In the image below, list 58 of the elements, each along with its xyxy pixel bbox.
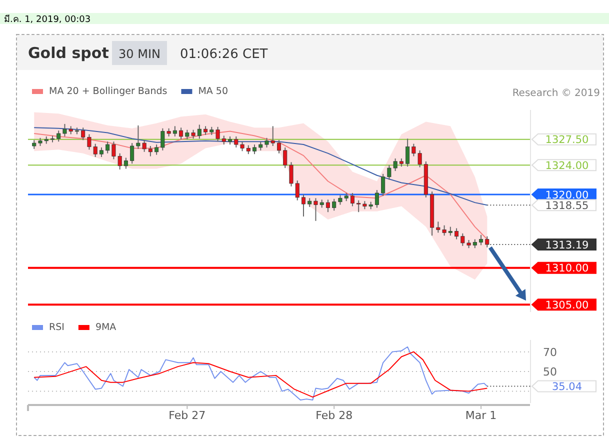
legend-item: 9MA (78, 322, 116, 333)
annotation: 1318.55 (545, 200, 589, 212)
ref-line-label: 1324.00 (545, 160, 589, 172)
y-tick-label: 70 (543, 346, 557, 359)
chart-subtitle: 30 MIN (118, 47, 160, 61)
label-box: 1305.00 (531, 298, 596, 312)
candlestick (130, 142, 134, 164)
candlestick (301, 194, 306, 218)
candlestick (197, 124, 202, 140)
candlestick (454, 228, 459, 240)
ref-line-label: 1320.00 (545, 189, 589, 202)
label-box: 1313.19 (531, 238, 596, 252)
candlestick (252, 144, 257, 155)
candlestick (283, 146, 288, 169)
candlestick (99, 146, 104, 158)
candlestick (148, 145, 152, 157)
candlestick (172, 126, 177, 137)
candlestick (106, 141, 110, 154)
label-box: 1324.00 (531, 159, 596, 172)
candlestick (479, 234, 484, 246)
candlestick (485, 236, 490, 248)
candlestick (374, 190, 379, 208)
legend-item: RSI (32, 322, 64, 333)
legend-label: MA 50 (198, 86, 228, 97)
x-tick-label: Feb 27 (168, 409, 206, 422)
label-box: 1327.50 (531, 133, 596, 146)
text: 01:06:26 CET (180, 47, 268, 62)
label-box: 1310.00 (531, 262, 596, 275)
candlestick (154, 144, 159, 156)
y-tick-label: 50 (543, 366, 557, 378)
candlestick (381, 173, 386, 196)
x-tick-label: Feb 28 (316, 409, 353, 422)
candlestick (56, 130, 61, 142)
x-tick-label: Mar 1 (465, 409, 497, 422)
ref-line-label: 1310.00 (545, 262, 589, 275)
legend-label: RSI (49, 322, 64, 333)
candlestick (277, 140, 281, 154)
legend-label: 9MA (95, 322, 117, 333)
candlestick (356, 200, 361, 213)
candlestick (270, 126, 275, 146)
label-box: 1320.00 (531, 188, 596, 202)
ref-line-label: 1327.50 (545, 134, 589, 146)
text: มี.ค. 1, 2019, 00:03 (4, 14, 91, 25)
candlestick (124, 157, 128, 170)
label-box: 35.04 (531, 380, 596, 394)
legend-item: MA 20 + Bollinger Bands (32, 86, 168, 97)
candlestick (179, 127, 184, 140)
legend-item: MA 50 (181, 86, 228, 97)
annotation: 1313.19 (545, 239, 589, 252)
chart-title: Gold spot (28, 44, 109, 62)
ref-line-label: 1305.00 (545, 299, 589, 312)
text: Research © 2019 (512, 88, 600, 99)
candlestick (406, 138, 410, 168)
candlestick (81, 127, 86, 141)
label-box: 1318.55 (531, 199, 596, 212)
candlestick (332, 198, 336, 212)
candlestick (326, 199, 330, 213)
candlestick (350, 192, 354, 207)
